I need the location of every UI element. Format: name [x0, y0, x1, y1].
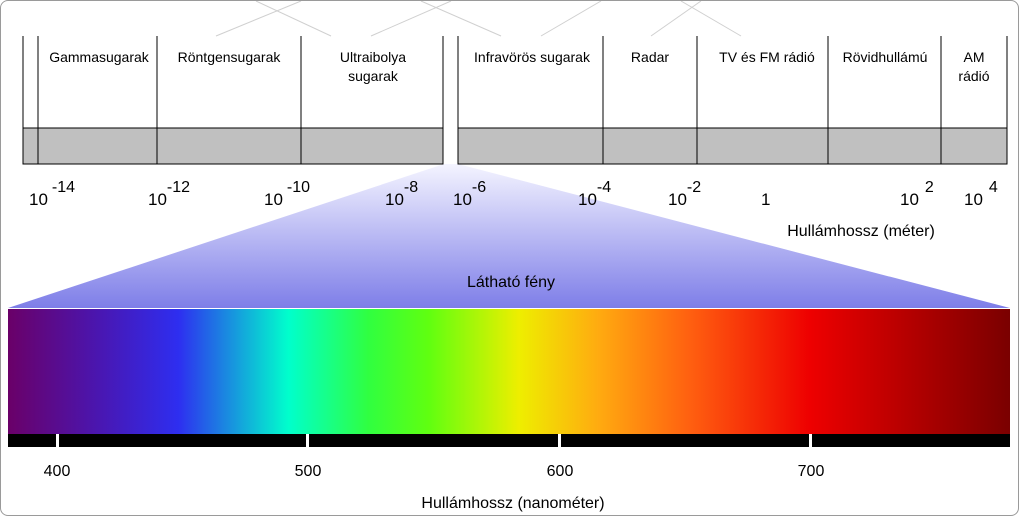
region-radar: Radar — [631, 49, 669, 65]
region-tv-fm: TV és FM rádió — [719, 49, 815, 65]
region-am: AM rádió — [958, 49, 989, 84]
wavelength-ticks: 10-14 10-12 10-10 10-8 10-6 10-4 10-2 1 … — [29, 179, 998, 209]
nm-tick-label: 600 — [547, 463, 574, 480]
wavelength-axis-label: Hullámhossz (méter) — [787, 223, 935, 240]
visible-light-label: Látható fény — [467, 274, 555, 291]
nanometer-ruler — [8, 434, 1010, 447]
visible-spectrum — [8, 309, 1010, 434]
nanometer-ticks: 400 500 600 700 — [44, 463, 825, 480]
tick-label: 10-12 — [148, 179, 190, 209]
nm-tick-label: 500 — [295, 463, 322, 480]
region-infrared: Infravörös sugarak — [474, 49, 591, 65]
tick-label: 10-8 — [385, 179, 418, 209]
tick-label: 10-6 — [453, 179, 486, 209]
tick-label: 10-2 — [668, 179, 701, 209]
em-band-left — [22, 36, 444, 165]
decorative-top-lines — [215, 1, 742, 37]
tick-label: 104 — [964, 179, 998, 209]
tick-label: 1 — [761, 190, 770, 209]
nm-tick-label: 700 — [798, 463, 825, 480]
nm-tick-label: 400 — [44, 463, 71, 480]
visible-light-cone — [8, 164, 1010, 308]
region-uv: Ultraibolya sugarak — [340, 49, 406, 84]
region-gamma: Gammasugarak — [49, 49, 150, 65]
region-xray: Röntgensugarak — [178, 49, 282, 65]
nanometer-axis-label: Hullámhossz (nanométer) — [421, 495, 604, 512]
tick-label: 10-4 — [578, 179, 611, 209]
region-shortwave: Rövidhullámú — [843, 49, 928, 65]
region-labels: Gammasugarak Röntgensugarak Ultraibolya s… — [49, 49, 990, 84]
tick-label: 102 — [900, 179, 934, 209]
em-band-right — [457, 36, 1008, 165]
tick-label: 10-14 — [29, 179, 75, 209]
tick-label: 10-10 — [264, 179, 310, 209]
